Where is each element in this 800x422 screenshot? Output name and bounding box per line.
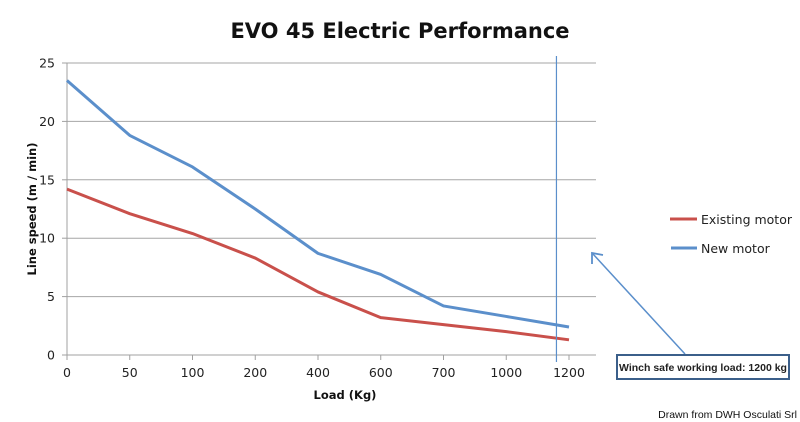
series-lines xyxy=(66,79,570,342)
y-tick-label: 10 xyxy=(39,231,55,246)
legend-label-existing-motor: Existing motor xyxy=(701,212,793,227)
legend: Existing motor New motor xyxy=(670,212,793,256)
x-tick-label: 1000 xyxy=(490,365,522,380)
legend-label-new-motor: New motor xyxy=(701,241,771,256)
y-tick-label: 25 xyxy=(39,56,55,71)
credit-text: Drawn from DWH Osculati Srl xyxy=(658,409,797,421)
x-tick-label: 400 xyxy=(306,365,330,380)
y-tick-label: 0 xyxy=(47,348,55,363)
x-axis-ticks: 0 50 100 200 400 600 700 1000 1200 xyxy=(63,355,585,380)
arrow-head-icon xyxy=(591,251,604,264)
x-tick-label: 50 xyxy=(122,365,138,380)
annotation-box xyxy=(616,354,790,380)
x-tick-label: 0 xyxy=(63,365,71,380)
series-line-existing-motor xyxy=(66,187,570,342)
x-tick-label: 700 xyxy=(432,365,456,380)
y-tick-label: 5 xyxy=(47,289,55,304)
y-tick-label: 15 xyxy=(39,172,55,187)
x-tick-label: 100 xyxy=(181,365,205,380)
chart-title: EVO 45 Electric Performance xyxy=(230,19,569,43)
x-tick-label: 1200 xyxy=(553,365,585,380)
y-tick-label: 20 xyxy=(39,114,55,129)
series-line-new-motor xyxy=(66,79,570,329)
x-tick-label: 600 xyxy=(369,365,393,380)
annotation-arrow xyxy=(591,251,686,355)
arrow-shaft xyxy=(592,253,686,355)
y-axis-ticks: 0 5 10 15 20 25 xyxy=(39,56,67,363)
gridlines xyxy=(67,62,596,298)
x-tick-label: 200 xyxy=(243,365,267,380)
x-axis-label: Load (Kg) xyxy=(314,388,377,402)
annotation-text: Winch safe working load: 1200 kg xyxy=(619,362,787,374)
y-axis-label: Line speed (m / min) xyxy=(25,143,39,276)
